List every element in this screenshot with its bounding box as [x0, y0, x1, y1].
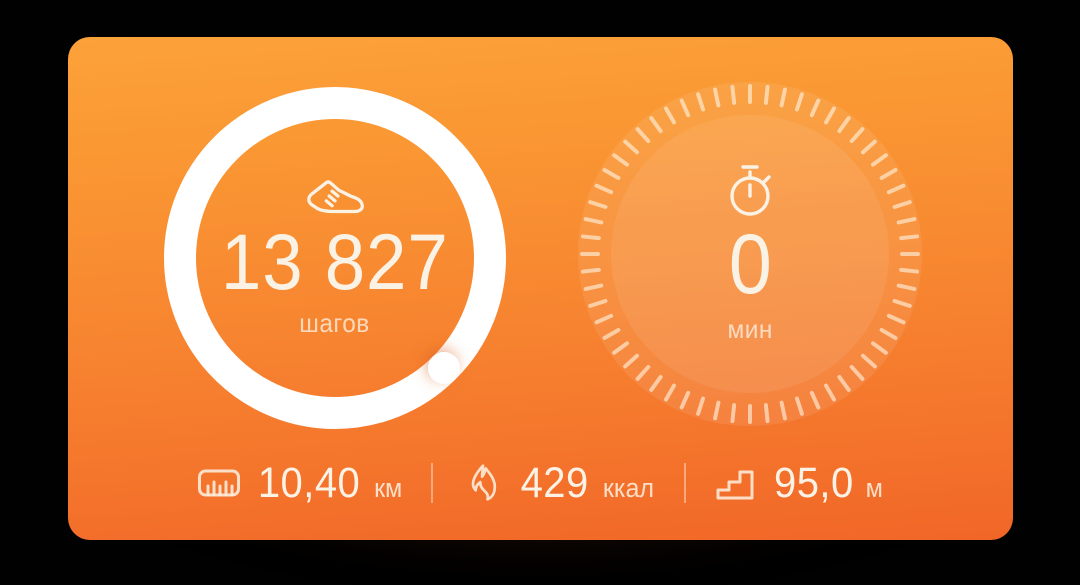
stat-distance[interactable]: 10,40 км [197, 459, 403, 508]
activity-summary-card: 13 827 шагов [68, 37, 1013, 540]
steps-label: шагов [299, 308, 371, 339]
stat-floors-unit: м [866, 472, 884, 503]
timer-value: 0 [728, 216, 772, 311]
timer-widget[interactable]: 0 мин [574, 78, 926, 430]
stat-distance-unit: км [374, 472, 403, 503]
steps-value: 13 827 [221, 216, 449, 306]
stat-divider-2 [683, 463, 686, 503]
ruler-icon [198, 469, 240, 497]
stat-floors-value: 95,0 [773, 458, 854, 507]
stat-calories[interactable]: 429 ккал [461, 459, 655, 508]
stat-calories-unit: ккал [602, 472, 654, 503]
stats-row: 10,40 км 429 ккал 95 [68, 451, 1013, 515]
stat-distance-value: 10,40 [257, 458, 361, 507]
stat-floors[interactable]: 95,0 м [714, 459, 884, 508]
stat-calories-text: 429 ккал [518, 459, 655, 508]
stairs-icon [716, 470, 754, 500]
stat-divider-1 [431, 463, 434, 503]
stat-calories-value: 429 [521, 458, 590, 507]
timer-center-content: 0 мин [574, 78, 926, 430]
steps-progress-ring [164, 87, 506, 429]
stopwatch-icon [730, 164, 771, 216]
dial-tick-marks [580, 84, 920, 424]
steps-widget[interactable]: 13 827 шагов [164, 87, 506, 429]
sneaker-icon [307, 180, 364, 213]
stat-floors-text: 95,0 м [771, 459, 884, 508]
flame-icon [472, 464, 497, 501]
steps-center-content: 13 827 шагов [164, 87, 506, 429]
timer-dial [578, 82, 922, 426]
stat-distance-text: 10,40 км [254, 459, 403, 508]
timer-label: мин [727, 314, 773, 345]
